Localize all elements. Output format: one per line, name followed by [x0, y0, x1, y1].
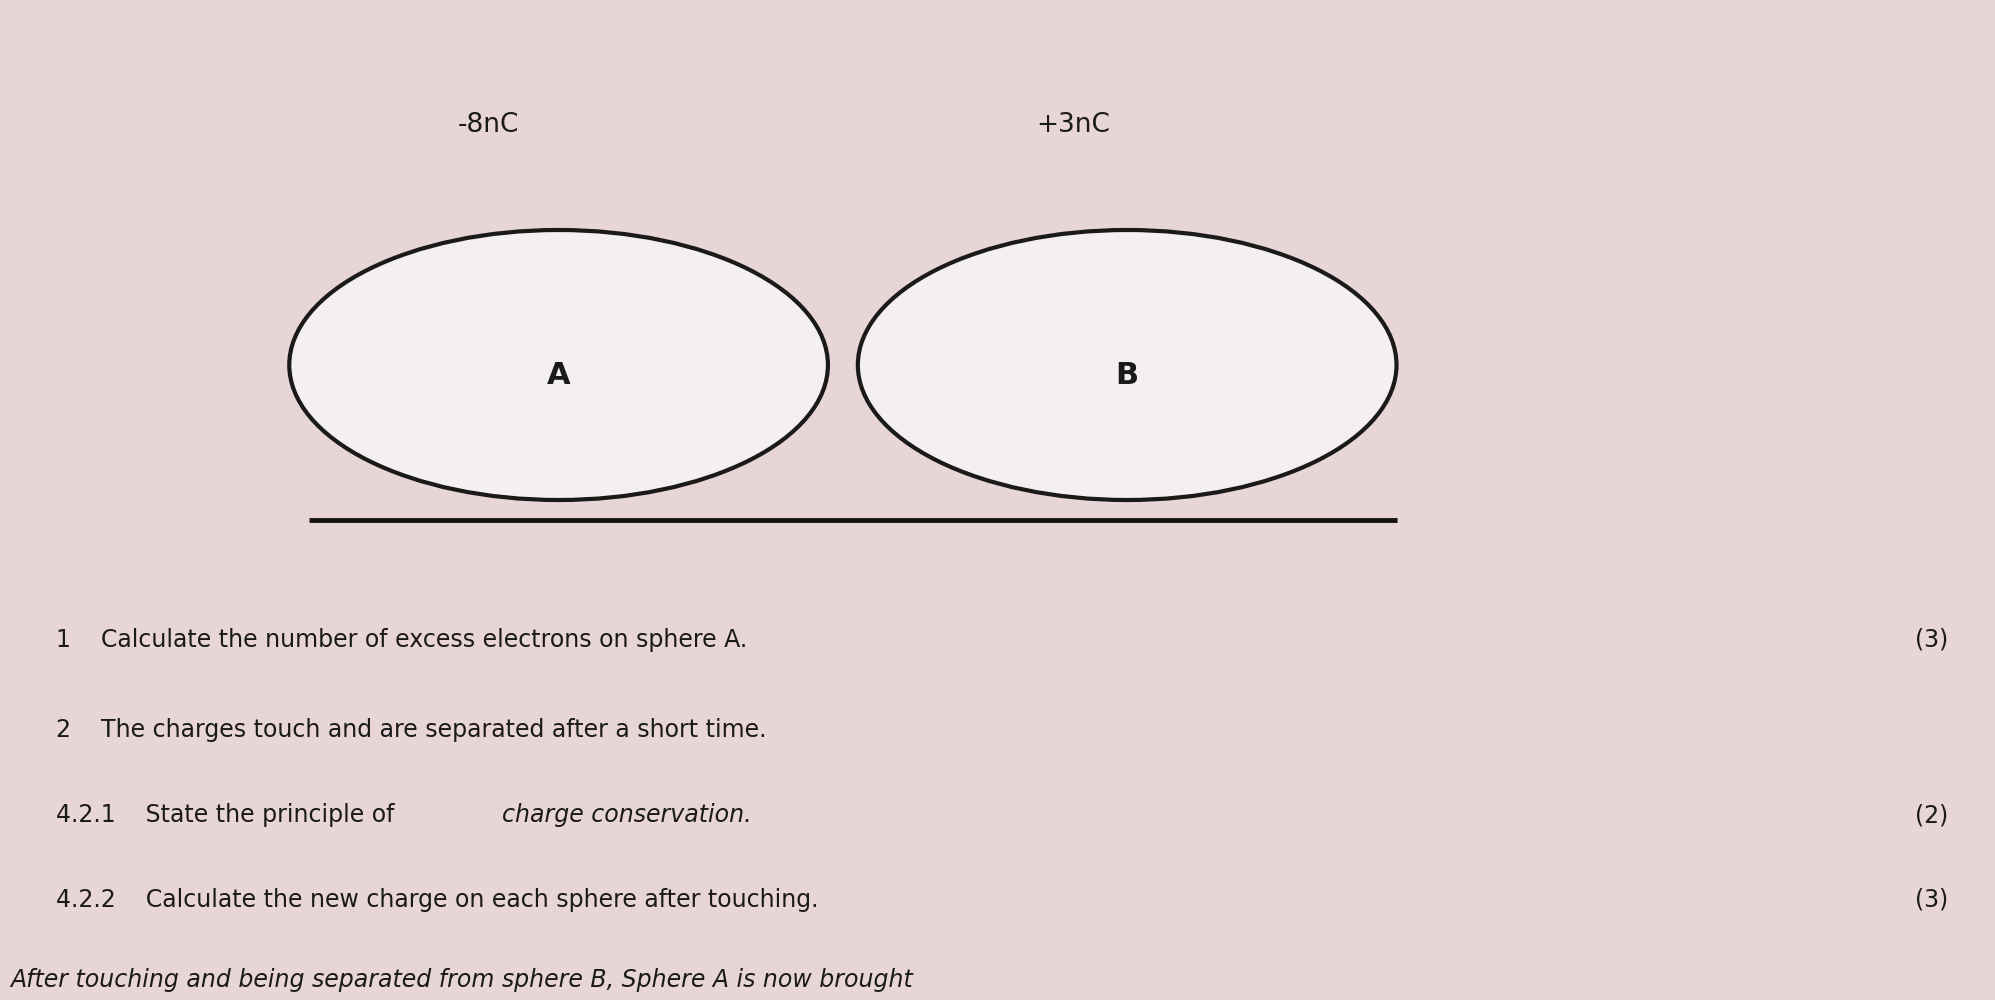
Text: 2    The charges touch and are separated after a short time.: 2 The charges touch and are separated af… [56, 718, 766, 742]
Text: 1    Calculate the number of excess electrons on sphere A.: 1 Calculate the number of excess electro… [56, 628, 746, 652]
Text: 4.2.1    State the principle of: 4.2.1 State the principle of [56, 803, 401, 827]
Text: After touching and being separated from sphere B, Sphere A is now brought: After touching and being separated from … [10, 968, 914, 992]
Circle shape [858, 230, 1396, 500]
Circle shape [289, 230, 828, 500]
Text: charge conservation.: charge conservation. [503, 803, 752, 827]
Text: A: A [547, 360, 571, 389]
Text: -8nC: -8nC [459, 112, 519, 138]
Text: 4.2.2    Calculate the new charge on each sphere after touching.: 4.2.2 Calculate the new charge on each s… [56, 888, 818, 912]
Text: +3nC: +3nC [1035, 112, 1111, 138]
Text: (3): (3) [1915, 628, 1949, 652]
Text: (2): (2) [1915, 803, 1949, 827]
Text: B: B [1115, 360, 1139, 389]
Text: (3): (3) [1915, 888, 1949, 912]
